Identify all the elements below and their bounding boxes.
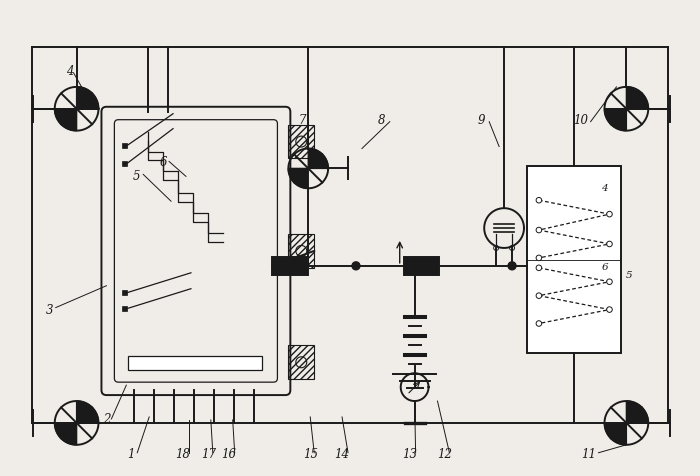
Bar: [122, 143, 127, 149]
Circle shape: [607, 307, 612, 312]
Text: 13: 13: [402, 448, 417, 461]
Text: 4: 4: [601, 184, 608, 193]
Text: 16: 16: [221, 448, 236, 461]
Text: 18: 18: [176, 448, 190, 461]
Circle shape: [536, 321, 542, 326]
Circle shape: [508, 262, 516, 270]
Text: 1: 1: [127, 448, 135, 461]
Circle shape: [536, 265, 542, 271]
Polygon shape: [288, 169, 308, 188]
Bar: [288, 125, 314, 159]
Bar: [288, 234, 314, 268]
Text: 11: 11: [581, 448, 596, 461]
Circle shape: [607, 279, 612, 285]
Bar: [272, 257, 308, 275]
Text: 10: 10: [573, 114, 588, 127]
Circle shape: [352, 262, 360, 270]
Text: 17: 17: [202, 448, 216, 461]
Circle shape: [536, 293, 542, 298]
Text: 8: 8: [378, 114, 386, 127]
Text: 9: 9: [477, 114, 485, 127]
Polygon shape: [626, 401, 648, 423]
Polygon shape: [55, 109, 76, 130]
Bar: [527, 167, 622, 353]
Polygon shape: [308, 149, 328, 169]
Circle shape: [536, 255, 542, 261]
Text: 3: 3: [46, 304, 53, 317]
Polygon shape: [76, 87, 99, 109]
Polygon shape: [605, 109, 626, 130]
Text: 14: 14: [335, 448, 349, 461]
Circle shape: [607, 211, 612, 217]
Circle shape: [510, 246, 514, 250]
Bar: [122, 306, 127, 311]
Polygon shape: [76, 401, 99, 423]
Text: 4: 4: [66, 66, 74, 79]
Circle shape: [607, 241, 612, 247]
Bar: [288, 346, 314, 379]
Text: 7: 7: [298, 114, 306, 127]
Polygon shape: [626, 87, 648, 109]
Circle shape: [536, 227, 542, 233]
Bar: [404, 257, 440, 275]
Text: 15: 15: [302, 448, 318, 461]
Bar: [122, 290, 127, 296]
Polygon shape: [605, 423, 626, 445]
Text: 5: 5: [132, 170, 140, 183]
Text: 12: 12: [437, 448, 452, 461]
Bar: [128, 357, 262, 370]
Bar: [122, 161, 127, 166]
Text: 6: 6: [601, 263, 608, 272]
Text: 5: 5: [625, 271, 632, 280]
Text: 2: 2: [103, 414, 110, 426]
Circle shape: [536, 198, 542, 203]
Polygon shape: [55, 423, 76, 445]
Text: 6: 6: [160, 156, 167, 169]
Circle shape: [494, 246, 498, 250]
